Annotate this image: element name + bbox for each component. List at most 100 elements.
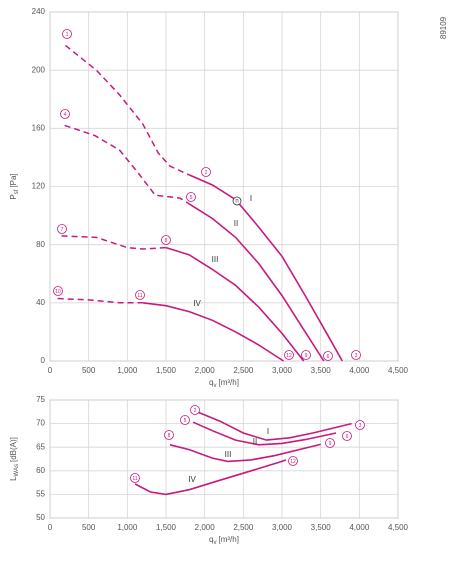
- x-tick-label: 4,000: [349, 366, 370, 375]
- annotation-circle: [130, 473, 140, 483]
- curve-label: III: [225, 450, 232, 459]
- curve: [188, 203, 325, 362]
- axis-label: qv [m³/h]: [209, 535, 239, 545]
- curve: [169, 443, 321, 463]
- curve-label: I: [267, 427, 269, 436]
- curve-label: II: [234, 219, 238, 228]
- annotation: 12: [290, 459, 296, 465]
- curve-extension: [64, 124, 190, 205]
- curve: [192, 421, 337, 446]
- axis-label-symbol: L: [9, 476, 18, 481]
- y-tick-label: 50: [36, 513, 45, 522]
- curve: [142, 302, 284, 362]
- annotation-circle: [53, 286, 63, 296]
- annotation: 12: [286, 353, 292, 359]
- axis-label-subscript: sf: [14, 189, 20, 194]
- curve-label: I: [250, 194, 252, 203]
- axis-label-unit: [Pa]: [9, 173, 18, 187]
- y-tick-label: 0: [41, 356, 46, 365]
- curve-extension: [65, 44, 190, 176]
- y-tick-label: 160: [32, 123, 46, 132]
- curve: [196, 411, 352, 441]
- axis-label-subscript: v: [214, 540, 217, 546]
- y-tick-label: 80: [36, 240, 45, 249]
- y-tick-label: 120: [32, 182, 46, 191]
- annotation: 3: [355, 353, 358, 359]
- annotation-circle: [62, 29, 72, 39]
- x-tick-label: 1,000: [117, 523, 138, 532]
- annotation-circle: [135, 290, 145, 300]
- x-tick-label: 500: [82, 523, 96, 532]
- annotation-circle: [301, 350, 311, 360]
- annotation-circle: [164, 430, 174, 440]
- axis-label-subscript: v: [214, 383, 217, 389]
- annotation-circle: [186, 192, 196, 202]
- y-tick-label: 40: [36, 298, 45, 307]
- axis-label-symbol: q: [209, 535, 213, 544]
- x-tick-label: 3,000: [272, 366, 293, 375]
- annotation: 1: [66, 32, 69, 38]
- x-tick-label: 2,500: [233, 366, 254, 375]
- annotation-circle: [161, 235, 171, 245]
- annotation: 8: [165, 238, 168, 244]
- y-tick-label: 75: [36, 395, 45, 404]
- axis-label-symbol: P: [9, 194, 18, 199]
- annotation: 10: [55, 289, 61, 295]
- annotation-circle: [180, 415, 190, 425]
- annotation: 4: [64, 112, 67, 118]
- plot-area: [49, 399, 399, 519]
- y-tick-label: 65: [36, 442, 45, 451]
- axis-label-unit: [m³/h]: [219, 535, 239, 544]
- annotation: 3: [359, 423, 362, 429]
- annotation: 8: [168, 433, 171, 439]
- annotation-circle: [190, 405, 200, 415]
- x-tick-label: 3,000: [272, 523, 293, 532]
- annotation: 2: [205, 170, 208, 176]
- x-tick-label: 1,500: [156, 523, 177, 532]
- annotation: 2: [194, 408, 197, 414]
- annotation-circle: [57, 224, 67, 234]
- annotation: 11: [132, 476, 137, 482]
- annotation-circle: [342, 431, 352, 441]
- curve-extension: [61, 235, 167, 250]
- annotation: 5: [184, 418, 187, 424]
- x-tick-label: 4,500: [388, 366, 409, 375]
- y-tick-label: 55: [36, 490, 45, 499]
- chart-code: 89109: [439, 16, 448, 39]
- x-tick-label: 0: [48, 523, 53, 532]
- axis-label: LWAs [dB(A)]: [9, 437, 19, 481]
- y-tick-label: 200: [32, 65, 46, 74]
- annotation-circle: [60, 109, 70, 119]
- annotation-circle: [351, 350, 361, 360]
- x-tick-label: 2,000: [195, 523, 216, 532]
- annotation: 7: [61, 227, 64, 233]
- x-tick-label: 500: [82, 366, 96, 375]
- annotation-circle: [355, 420, 365, 430]
- axis-label: Psf [Pa]: [9, 173, 19, 199]
- annotation: 6: [346, 434, 349, 440]
- x-tick-label: 2,000: [195, 366, 216, 375]
- curve: [165, 246, 305, 362]
- annotation-circle: [201, 167, 211, 177]
- x-tick-label: 3,500: [311, 523, 332, 532]
- x-tick-label: 1,500: [156, 366, 177, 375]
- annotation: 5: [190, 195, 193, 201]
- axis-label-unit: [dB(A)]: [9, 437, 18, 462]
- curve: [188, 174, 343, 362]
- x-tick-label: 4,500: [388, 523, 409, 532]
- annotation: 6: [327, 354, 330, 360]
- annotation-circle: [323, 351, 333, 361]
- axis-label: qv [m³/h]: [209, 378, 239, 388]
- x-tick-label: 1,000: [117, 366, 138, 375]
- x-tick-label: 3,500: [311, 366, 332, 375]
- curve: [134, 459, 287, 496]
- axis-label-symbol: q: [209, 378, 213, 387]
- annotation-circle: [288, 456, 298, 466]
- y-tick-label: 240: [32, 7, 46, 16]
- curve-label: IV: [188, 475, 196, 484]
- x-tick-label: 0: [48, 366, 53, 375]
- annotation-circle: [325, 438, 335, 448]
- marker-label: n: [235, 199, 238, 205]
- y-tick-label: 70: [36, 419, 45, 428]
